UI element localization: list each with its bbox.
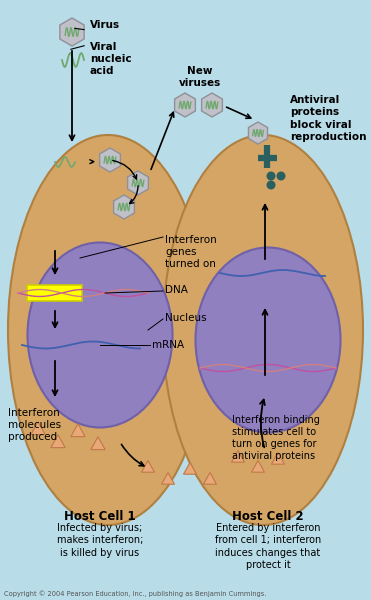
Text: Host Cell 1: Host Cell 1 (64, 510, 136, 523)
Polygon shape (175, 93, 196, 117)
Polygon shape (114, 195, 134, 219)
Text: Interferon binding
stimulates cell to
turn on genes for
antiviral proteins: Interferon binding stimulates cell to tu… (232, 415, 320, 461)
Ellipse shape (163, 135, 363, 525)
Text: Interferon
genes
turned on: Interferon genes turned on (165, 235, 217, 269)
Polygon shape (252, 461, 265, 472)
Polygon shape (51, 435, 65, 448)
Circle shape (266, 172, 276, 181)
Ellipse shape (196, 247, 341, 433)
Text: Copyright © 2004 Pearson Education, Inc., publishing as Benjamin Cummings.: Copyright © 2004 Pearson Education, Inc.… (4, 590, 266, 597)
FancyBboxPatch shape (27, 285, 82, 301)
Text: Antiviral
proteins
block viral
reproduction: Antiviral proteins block viral reproduct… (290, 95, 367, 142)
Text: Entered by interferon
from cell 1; interferon
induces changes that
protect it: Entered by interferon from cell 1; inter… (215, 523, 321, 570)
Circle shape (266, 181, 276, 190)
Text: Nucleus: Nucleus (165, 313, 207, 323)
Polygon shape (99, 148, 121, 172)
Circle shape (276, 172, 286, 181)
Polygon shape (232, 451, 244, 462)
Polygon shape (272, 452, 285, 464)
Text: Interferon
molecules
produced: Interferon molecules produced (8, 408, 61, 442)
Polygon shape (204, 473, 217, 484)
Polygon shape (60, 18, 84, 46)
Text: New
viruses: New viruses (179, 67, 221, 88)
Ellipse shape (27, 242, 173, 427)
Text: mRNA: mRNA (152, 340, 184, 350)
Text: DNA: DNA (165, 285, 188, 295)
Polygon shape (249, 122, 267, 144)
Text: Host Cell 2: Host Cell 2 (232, 510, 304, 523)
Text: Viral
nucleic
acid: Viral nucleic acid (90, 42, 132, 76)
Polygon shape (161, 473, 174, 484)
Polygon shape (201, 93, 222, 117)
Text: Infected by virus;
makes interferon;
is killed by virus: Infected by virus; makes interferon; is … (57, 523, 143, 558)
Polygon shape (128, 171, 148, 195)
Text: Virus: Virus (90, 20, 120, 30)
Polygon shape (141, 461, 154, 472)
Polygon shape (184, 463, 197, 474)
Ellipse shape (8, 135, 208, 525)
Polygon shape (91, 437, 105, 449)
Polygon shape (31, 422, 45, 434)
Polygon shape (71, 424, 85, 437)
